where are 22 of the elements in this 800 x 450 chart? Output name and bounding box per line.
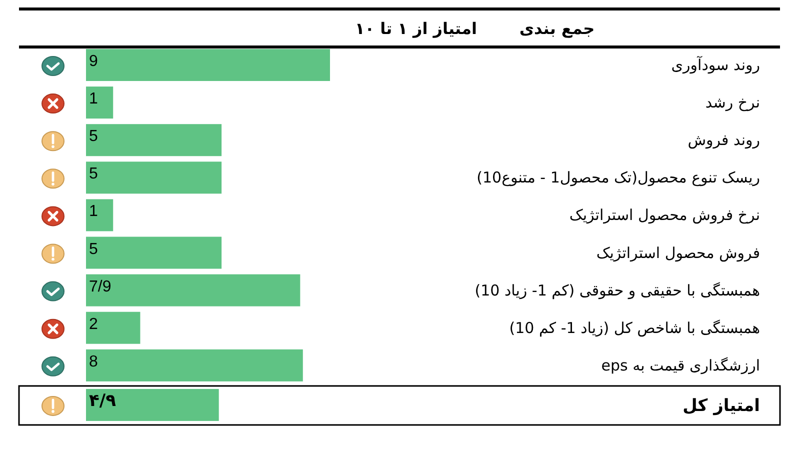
value-label: 8 — [89, 353, 98, 370]
ylabel: جمع بندی — [519, 19, 595, 38]
value-label: 9 — [89, 53, 98, 70]
value-label: 5 — [89, 128, 98, 146]
xlabel: امتیاز از ۱ تا ۱۰ — [355, 19, 477, 38]
value-label: 5 — [89, 166, 98, 183]
value-label: 1 — [89, 203, 98, 220]
category-label: همبستگی با حقیقی و حقوقی (کم 1- زیاد 10) — [474, 281, 760, 300]
category-label: همبستگی با شاخص کل (زیاد 1- کم 10) — [509, 318, 760, 337]
value-label: 5 — [89, 240, 98, 258]
category-label: فروش محصول استراتژیک — [596, 244, 760, 262]
category-label: ریسک تنوع محصول(تک محصول1 - متنوع10) — [476, 168, 760, 187]
category-label: نرخ فروش محصول استراتژیک — [569, 206, 760, 224]
category-label: روند فروش — [688, 131, 760, 150]
value-label: 7/9 — [89, 278, 112, 296]
category-label: نرخ رشد — [705, 94, 760, 112]
value-label: ۴/۹ — [89, 390, 116, 411]
category-label: روند سودآوری — [671, 56, 760, 74]
value-label: 2 — [89, 316, 98, 333]
value-label: 1 — [89, 90, 98, 108]
category-label: ارزشگذاری قیمت به eps — [601, 356, 760, 374]
category-label: امتیاز کل — [682, 396, 760, 416]
